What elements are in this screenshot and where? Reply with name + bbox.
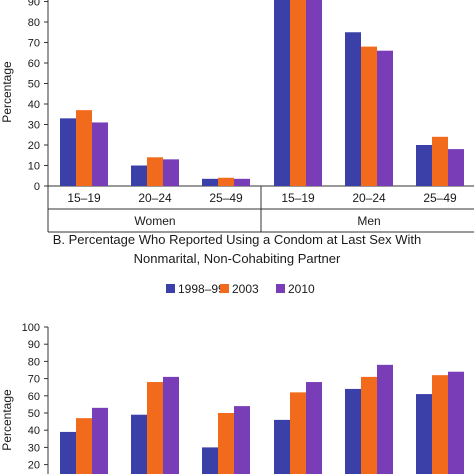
chart-b: B. Percentage Who Reported Using a Condo… <box>0 232 464 474</box>
chart-a-category-label: 20–24 <box>352 191 386 205</box>
chart-a-bar <box>432 136 448 186</box>
chart-b-y-tick-label: 60 <box>28 391 40 403</box>
chart-a-y-tick-label: 10 <box>28 161 40 173</box>
chart-a-bar <box>234 178 250 186</box>
chart-a-bar <box>290 0 306 186</box>
chart-a-category-labels: 15–19 20–24 25–49 15–19 20–24 25–49 <box>67 191 457 205</box>
chart-b-y-tick-label: 50 <box>28 408 40 420</box>
chart-b-y-tick-label: 40 <box>28 425 40 437</box>
chart-a: Percentage 0 10 20 30 40 50 60 70 80 90 15–19 20–2… <box>0 0 474 233</box>
chart-a-bar <box>218 177 234 186</box>
chart-a-category-label: 25–49 <box>423 191 457 205</box>
chart-a-y-tick-label: 50 <box>28 79 40 91</box>
chart-b-y-tick-label: 30 <box>28 442 40 454</box>
chart-a-y-tick-label: 80 <box>28 17 40 29</box>
chart-b-bar <box>163 376 179 474</box>
chart-b-y-tick-label: 100 <box>22 322 40 334</box>
chart-a-bar <box>202 178 218 186</box>
chart-b-title-line-1: B. Percentage Who Reported Using a Condo… <box>53 232 422 247</box>
chart-b-legend-label: 2003 <box>232 282 259 296</box>
chart-a-bar <box>274 0 290 186</box>
chart-a-bar <box>377 50 393 187</box>
chart-a-bars <box>60 0 464 187</box>
chart-b-legend-swatch <box>166 284 175 293</box>
chart-a-bar <box>416 145 432 186</box>
chart-a-bar <box>147 157 163 186</box>
chart-b-legend-label: 1998–99 <box>178 282 225 296</box>
chart-a-group-label: Women <box>134 214 175 228</box>
chart-b-y-tick-label: 80 <box>28 356 40 368</box>
chart-b-bar <box>432 375 448 474</box>
chart-a-y-tick-label: 60 <box>28 58 40 70</box>
chart-b-bar <box>92 407 108 474</box>
chart-b-bar <box>306 382 322 474</box>
chart-b-bar <box>76 418 92 474</box>
chart-a-bar <box>60 118 76 186</box>
chart-a-group-label: Men <box>357 214 380 228</box>
chart-b-legend-swatch <box>220 284 229 293</box>
chart-a-category-label: 20–24 <box>138 191 172 205</box>
chart-b-bar <box>290 392 306 474</box>
chart-b-bar <box>448 371 464 474</box>
chart-b-bar <box>274 419 290 474</box>
chart-a-bar <box>163 159 179 186</box>
chart-a-y-tick-label: 0 <box>34 181 40 193</box>
chart-a-y-axis-label: Percentage <box>0 61 14 123</box>
chart-a-y-tick-label: 40 <box>28 99 40 111</box>
chart-a-bar <box>131 165 147 186</box>
chart-b-y-axis-label: Percentage <box>0 389 14 451</box>
chart-b-bar <box>60 431 76 474</box>
chart-a-category-label: 15–19 <box>67 191 101 205</box>
chart-a-y-tick-label: 90 <box>28 0 40 9</box>
chart-a-bar <box>76 110 92 186</box>
chart-a-y-tick-label: 20 <box>28 140 40 152</box>
chart-a-category-label: 15–19 <box>281 191 315 205</box>
chart-b-y-tick-label: 20 <box>28 460 40 472</box>
chart-a-bar <box>361 46 377 186</box>
chart-b-legend: 1998–99 2003 2010 <box>166 282 315 296</box>
chart-b-y-tick-label: 70 <box>28 374 40 386</box>
chart-a-bar <box>92 122 108 186</box>
chart-b-bar <box>234 406 250 474</box>
chart-b-bar <box>345 388 361 474</box>
chart-b-legend-swatch <box>276 284 285 293</box>
chart-b-y-tick-label: 90 <box>28 339 40 351</box>
chart-b-bars <box>60 364 464 474</box>
chart-a-bar <box>448 149 464 186</box>
chart-b-bar <box>147 382 163 474</box>
chart-b-bar <box>361 376 377 474</box>
chart-b-bar <box>131 414 147 474</box>
chart-b-y-ticks: 20 30 40 50 60 70 80 90 100 <box>22 322 48 472</box>
chart-b-title-line-2: Nonmarital, Non-Cohabiting Partner <box>134 251 341 266</box>
chart-a-bar <box>306 0 322 186</box>
chart-a-y-ticks: 0 10 20 30 40 50 60 70 80 90 <box>28 0 48 193</box>
chart-a-category-label: 25–49 <box>209 191 243 205</box>
chart-b-legend-label: 2010 <box>288 282 315 296</box>
chart-b-bar <box>416 394 432 474</box>
chart-b-bar <box>202 447 218 474</box>
chart-a-y-tick-label: 70 <box>28 38 40 50</box>
chart-b-bar <box>377 364 393 474</box>
chart-b-bar <box>218 413 234 474</box>
chart-a-y-tick-label: 30 <box>28 120 40 132</box>
chart-a-bar <box>345 32 361 186</box>
chart-a-group-labels: Women Men <box>134 214 380 228</box>
